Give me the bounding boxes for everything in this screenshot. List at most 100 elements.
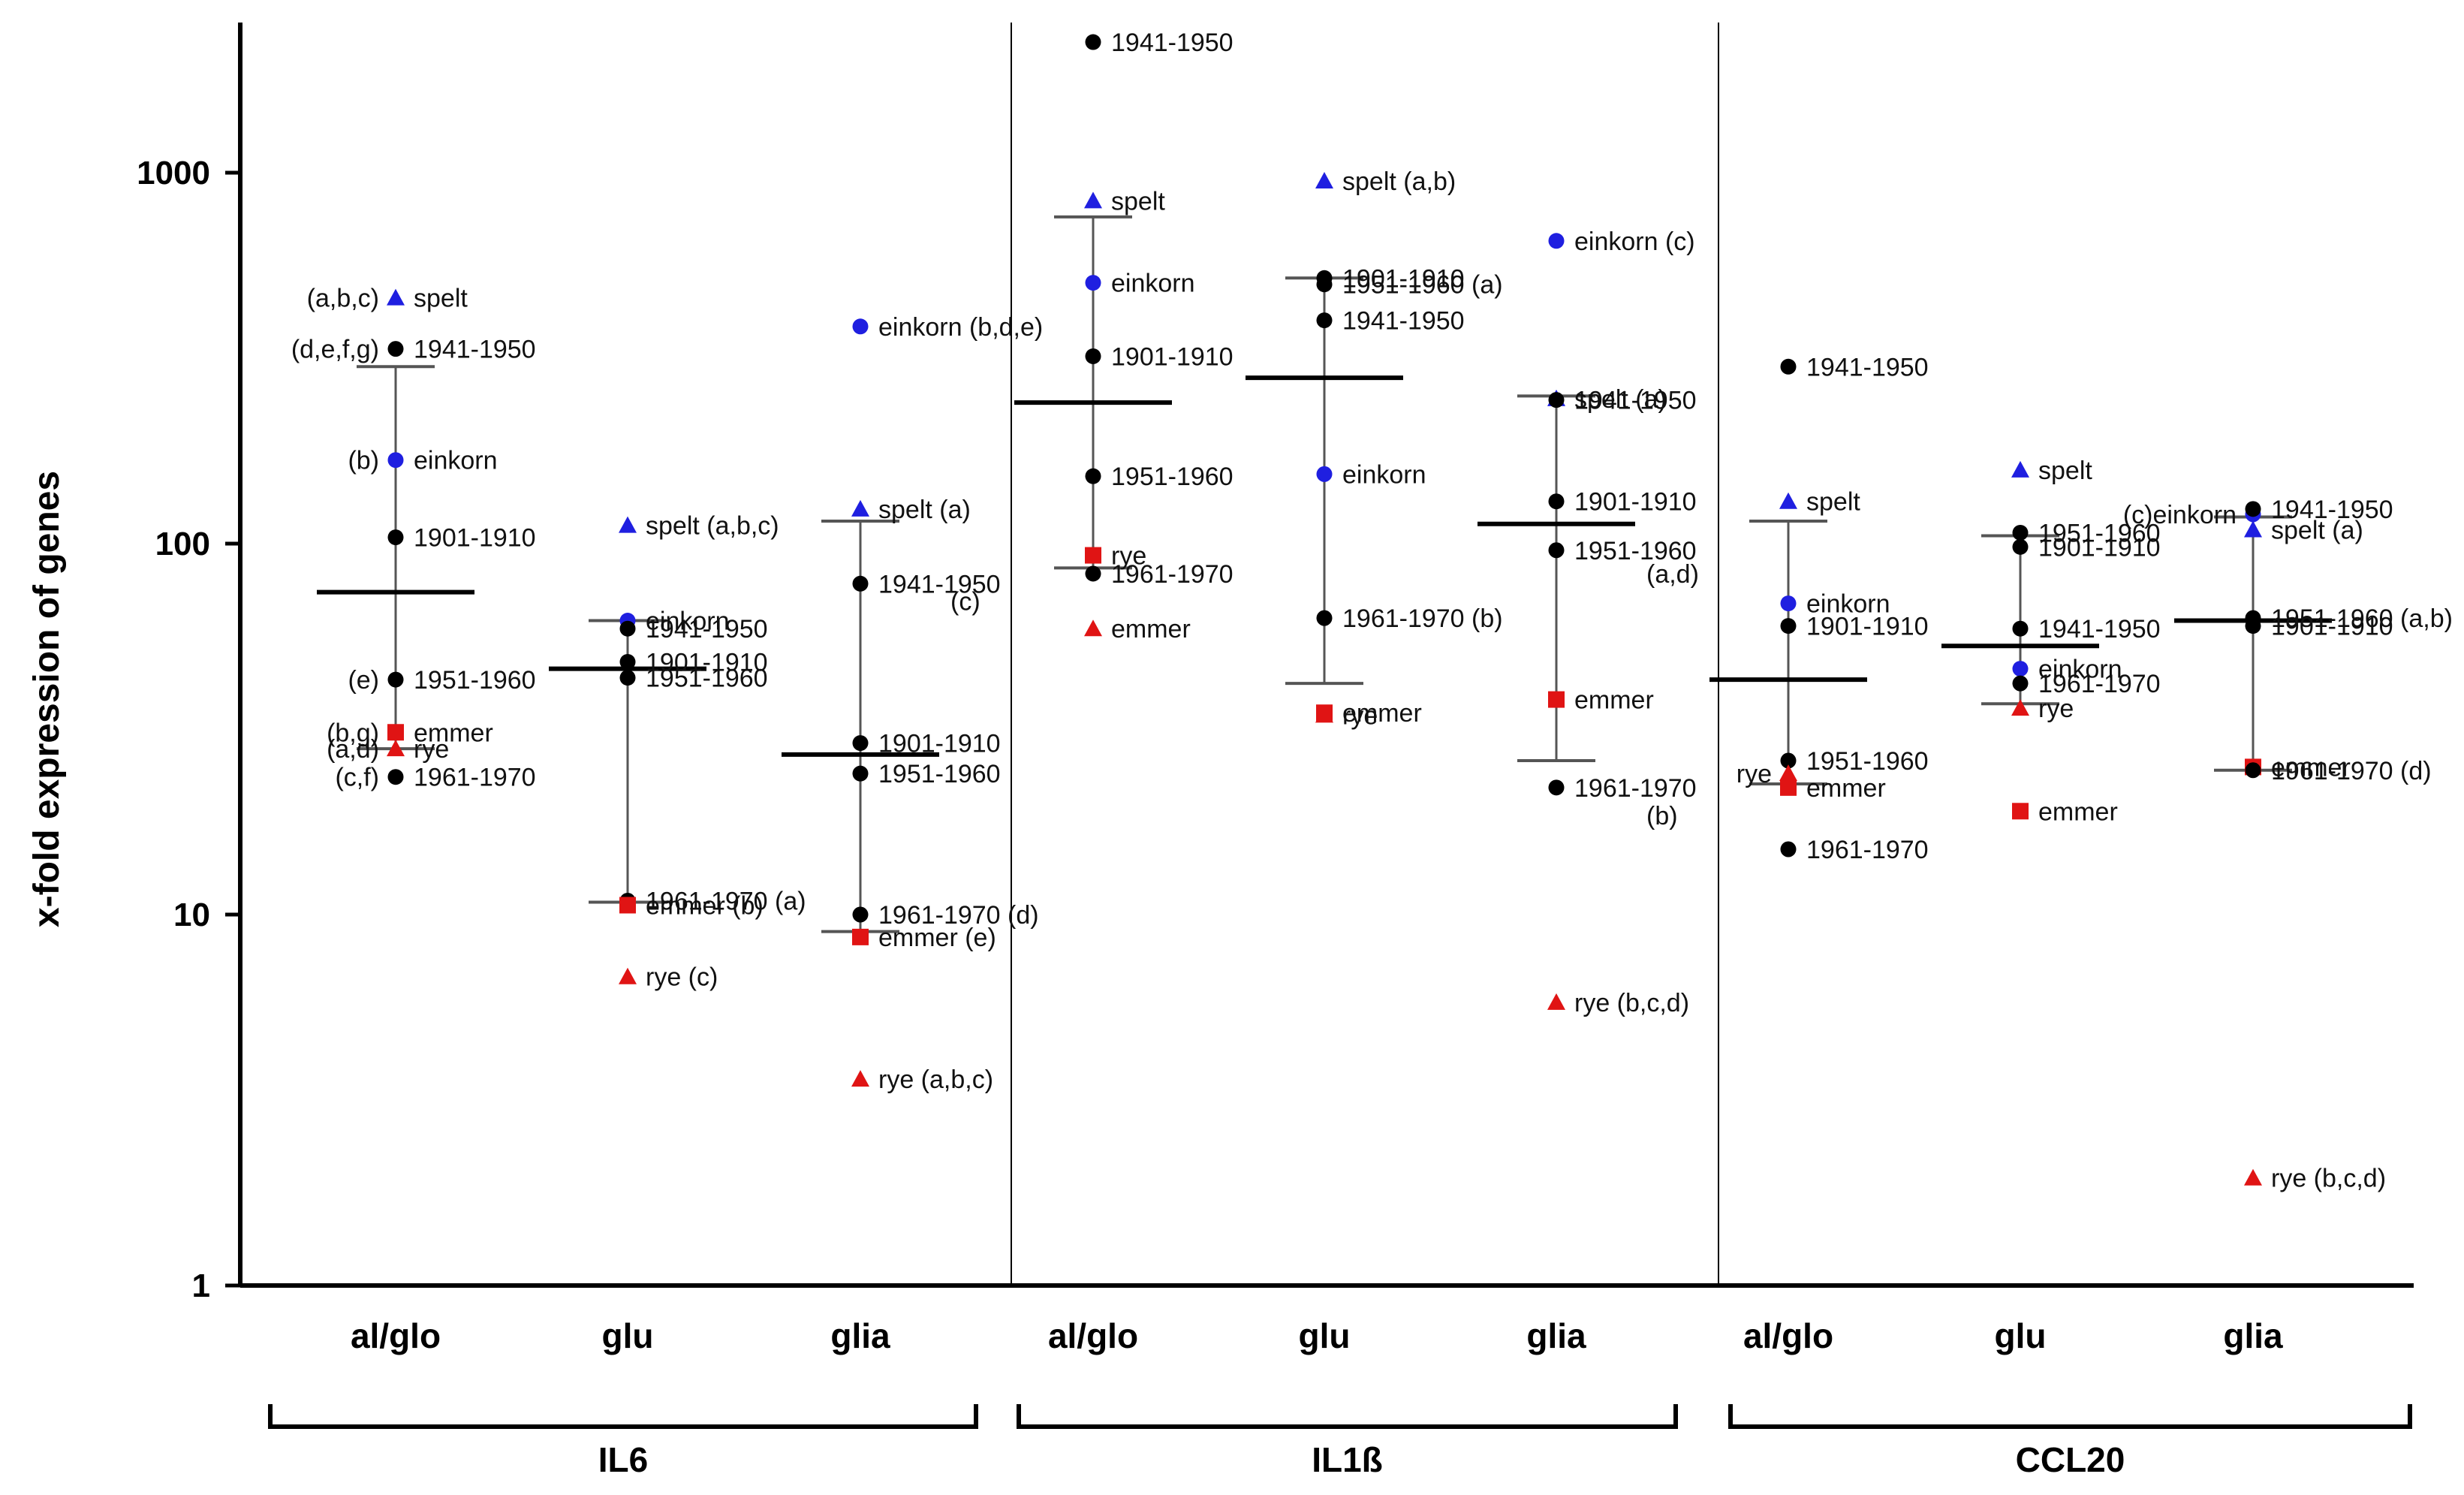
point-annotation: rye [1737,760,1772,788]
point-label: spelt (a,b) [1342,167,1456,196]
point-label: rye [2038,695,2074,723]
point-label: 1961-1970 (d) [2271,757,2432,785]
decade-point [1780,841,1797,858]
x-category-label: glia [1526,1316,1586,1355]
decade-point [852,906,869,923]
point-label: rye (b,c,d) [2271,1165,2386,1193]
x-category-label: al/glo [1048,1316,1138,1355]
significance-note: (c) [950,588,980,616]
point-label: spelt [2038,457,2092,485]
point-label: 1901-1910 [414,524,536,553]
point-label: einkorn [1111,270,1195,298]
rye-point [1315,706,1333,723]
point-annotation: (e) [348,666,379,695]
significance-note: (a,d) [1646,560,1699,589]
spelt-point [619,516,637,533]
point-label: 1901-1910 [646,648,768,677]
point-label: 1941-1950 [2271,496,2393,524]
point-label: rye [1111,542,1146,571]
rye-point [2011,699,2029,716]
point-label: 1941-1950 [1806,353,1929,381]
decade-point [1780,752,1797,769]
decade-point [2245,501,2261,517]
rye-point [2244,1168,2262,1186]
point-label: spelt [1111,187,1165,216]
point-label: 1901-1910 [1806,613,1929,641]
y-axis-title: x-fold expression of genes [27,471,67,927]
x-category-label: glu [602,1316,654,1355]
spelt-point [851,499,869,517]
point-label: emmer (b) [646,891,764,920]
y-tick-label: 10 [173,897,210,933]
point-label: emmer [1342,699,1422,728]
rye-point [387,740,405,757]
x-category-label: glia [830,1316,890,1355]
point-label: 1961-1970 [1574,774,1697,803]
point-label: 1961-1970 (a) [646,888,806,916]
point-label: einkorn [646,607,730,636]
emmer-point [2012,803,2029,820]
point-label: rye (c) [646,963,718,992]
point-label: einkorn [2038,656,2122,684]
group-label: IL1ß [1312,1440,1383,1479]
point-label: einkorn (c) [1574,228,1695,256]
point-label: einkorn [1806,590,1890,619]
point-label: rye (b,c,d) [1574,989,1689,1017]
point-label: 1961-1970 [2038,670,2161,698]
spelt-point [2244,520,2262,538]
point-label: einkorn [414,447,498,475]
point-label: 1961-1970 [414,764,536,792]
point-label: emmer [414,719,493,747]
decade-point [1780,618,1797,634]
point-label: 1951-1960 [1806,747,1929,776]
decade-point [2012,538,2029,555]
point-label: 1941-1950 [1111,29,1234,57]
spelt-point [1315,172,1333,189]
point-label: 1941-1950 [414,336,536,364]
decade-point [1316,276,1333,293]
point-label: 1951-1960 [2038,519,2161,547]
point-label: emmer [2038,797,2118,826]
decade-point [387,671,404,688]
point-annotation: (b,g) [327,719,379,747]
point-label: emmer (e) [878,924,996,952]
rye-point [851,1070,869,1087]
decade-point [2012,620,2029,637]
x-category-label: glu [1995,1316,2047,1355]
y-tick-label: 100 [155,526,210,562]
einkorn-point [1548,233,1565,249]
point-annotation: (d,e,f,g) [291,336,379,364]
x-category-label: glia [2223,1316,2283,1355]
einkorn-point [387,452,404,469]
point-label: spelt (a) [878,496,971,524]
point-label: 1961-1970 [1111,560,1234,589]
point-label: 1951-1960 [646,665,768,693]
point-label: spelt (a,b,c) [646,512,779,541]
group-bracket [1728,1404,2412,1429]
spelt-point [2011,460,2029,478]
einkorn-point [1316,466,1333,482]
group-bracket [1017,1404,1678,1429]
decade-point [2012,675,2029,692]
rye-point [1084,619,1102,637]
point-label: 1951-1960 [1574,537,1697,565]
point-label: spelt (a) [1574,385,1667,414]
point-label: emmer [1574,686,1654,715]
point-label: 1961-1970 (d) [878,901,1039,930]
point-annotation: (c,f) [335,764,379,792]
group-label: CCL20 [2016,1440,2125,1479]
point-label: 1951-1960 (a,b) [2271,604,2453,633]
emmer-point [852,928,869,945]
decade-point [1316,312,1333,329]
decade-point [1085,34,1101,50]
einkorn-point [1780,595,1797,612]
decade-point [1085,348,1101,364]
decade-point [1548,392,1565,408]
point-label: emmer [2271,753,2351,782]
point-label: 1901-1910 [2271,613,2393,641]
point-annotation: (a,d) [327,735,379,764]
decade-point [619,653,636,670]
decade-point [852,575,869,592]
decade-point [387,769,404,785]
